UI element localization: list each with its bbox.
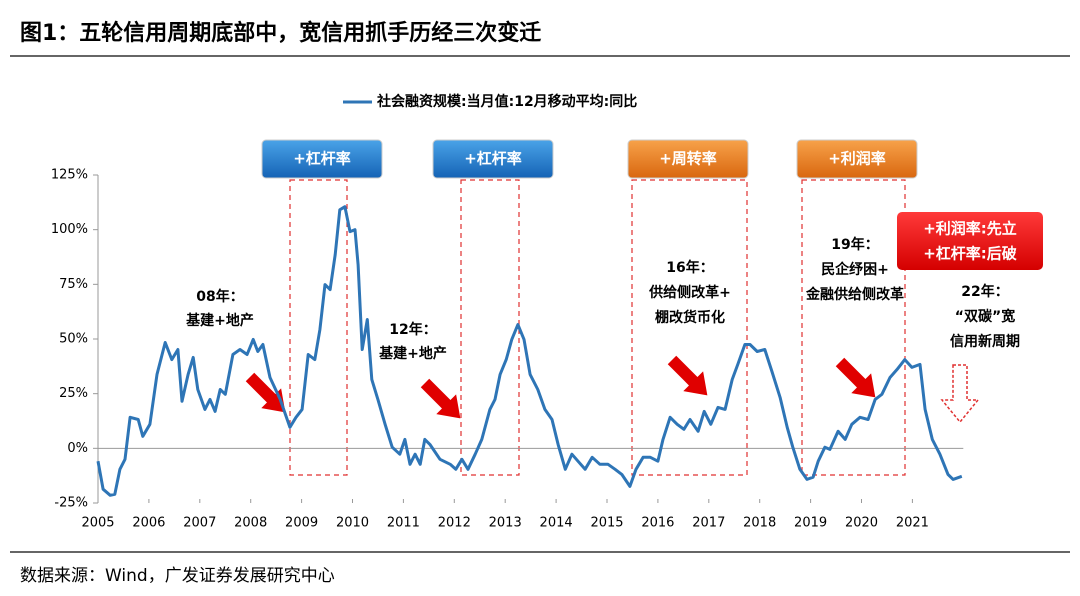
x-tick-label: 2008 — [234, 516, 267, 531]
label-box — [796, 139, 918, 179]
x-tick-label: 2013 — [489, 516, 522, 531]
label-box-text: +周转率 — [659, 150, 717, 168]
y-tick-label: -25% — [54, 496, 88, 511]
x-tick-label: 2016 — [641, 516, 674, 531]
dashed-frame — [631, 179, 748, 476]
y-tick-label: 0% — [67, 441, 88, 456]
note: 信用新周期 — [950, 333, 1020, 350]
label-box — [432, 139, 554, 179]
x-tick-label: 2009 — [285, 516, 318, 531]
callout-text: +杠杆率:后破 — [923, 245, 1017, 263]
note: 08年： — [196, 288, 243, 305]
series-line — [96, 205, 963, 497]
label-box-text: +杠杆率 — [464, 150, 522, 168]
note: 基建+地产 — [186, 312, 254, 329]
x-tick-label: 2012 — [438, 516, 471, 531]
note: “双碳”宽 — [955, 308, 1015, 325]
callout-text: +利润率:先立 — [923, 220, 1017, 238]
x-tick-label: 2017 — [692, 516, 725, 531]
y-tick-label: 50% — [59, 332, 88, 347]
x-tick-label: 2019 — [794, 516, 827, 531]
y-tick-label: 25% — [59, 386, 88, 401]
note: 供给侧改革+ — [648, 284, 731, 301]
note: 12年： — [389, 321, 436, 338]
x-tick-label: 2014 — [540, 516, 573, 531]
annotations: +杠杆率 +杠杆率 +周转率 +利润率 +利润率:先立 +杠杆率:后破 08年： 基建+地产 1… — [186, 139, 1043, 476]
red-arrow — [420, 378, 461, 419]
arrow-shape — [667, 355, 708, 396]
dashed-frame — [801, 179, 906, 476]
legend-label: 社会融资规模:当月值:12月移动平均:同比 — [376, 93, 637, 110]
note: 16年： — [666, 259, 713, 276]
page-title: 图1：五轮信用周期底部中，宽信用抓手历经三次变迁 — [20, 20, 541, 46]
label-box-text: +杠杆率 — [293, 150, 351, 168]
note: 22年： — [961, 283, 1008, 300]
red-arrow — [835, 357, 876, 398]
note: 基建+地产 — [379, 345, 447, 362]
x-tick-label: 2007 — [183, 516, 216, 531]
dashed-arrow — [940, 364, 980, 424]
arrow-shape — [835, 357, 876, 398]
x-tick-label: 2010 — [336, 516, 369, 531]
x-tick-label: 2015 — [590, 516, 623, 531]
y-tick-label: 75% — [59, 277, 88, 292]
x-tick-label: 2018 — [743, 516, 776, 531]
x-tick-label: 2011 — [387, 516, 420, 531]
label-box — [261, 139, 383, 179]
dashed-frame — [289, 179, 348, 476]
red-arrow — [245, 372, 286, 413]
note: 19年： — [831, 236, 878, 253]
red-arrow — [667, 355, 708, 396]
source: 数据来源：Wind，广发证券发展研究中心 — [20, 566, 335, 586]
note: 金融供给侧改革 — [805, 286, 904, 303]
y-tick-label: 100% — [51, 222, 88, 237]
arrow-shape — [245, 372, 286, 413]
note: 民企纾困+ — [821, 261, 889, 278]
x-tick-label: 2005 — [81, 516, 114, 531]
x-tick-label: 2020 — [845, 516, 878, 531]
x-tick-label: 2006 — [132, 516, 165, 531]
arrow-shape — [420, 378, 461, 419]
note: 棚改货币化 — [655, 309, 725, 326]
label-box — [627, 139, 749, 179]
y-tick-label: 125% — [51, 168, 88, 183]
callout-box — [897, 212, 1043, 270]
label-box-text: +利润率 — [828, 150, 886, 168]
x-tick-label: 2021 — [896, 516, 929, 531]
dashed-frame — [460, 179, 520, 476]
